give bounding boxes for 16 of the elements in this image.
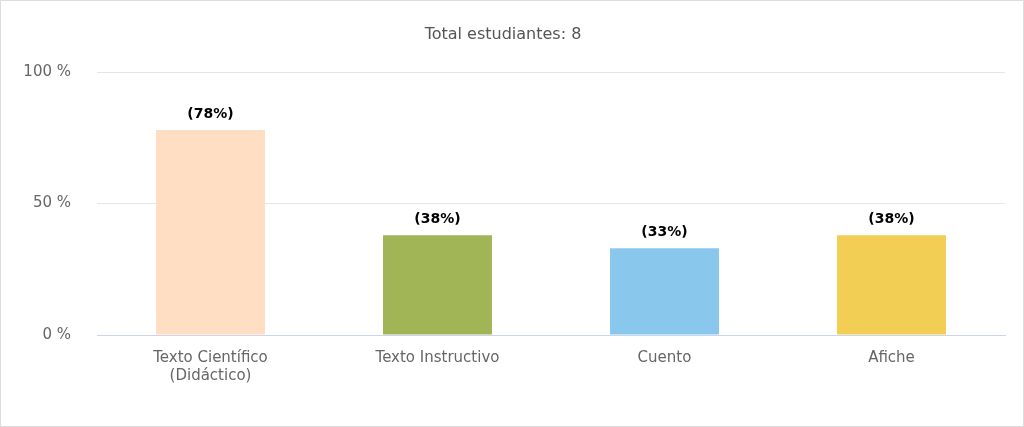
y-tick-label: 0 % bbox=[42, 324, 71, 343]
y-tick-label: 50 % bbox=[32, 193, 71, 212]
y-tick-label: 100 % bbox=[23, 62, 71, 81]
x-tick-label: Afiche bbox=[868, 347, 915, 366]
bar bbox=[610, 248, 719, 335]
data-label: (33%) bbox=[641, 222, 688, 239]
x-tick-label: Cuento bbox=[637, 347, 692, 366]
chart-title: Total estudiantes: 8 bbox=[423, 23, 582, 43]
data-label: (78%) bbox=[187, 104, 234, 121]
bar bbox=[837, 235, 946, 335]
bar bbox=[383, 235, 492, 335]
data-label: (38%) bbox=[868, 209, 915, 226]
data-label: (38%) bbox=[414, 209, 461, 226]
bar bbox=[156, 130, 265, 335]
x-tick-label: Texto Científico (Didáctico) bbox=[152, 347, 268, 384]
x-tick-label: Texto Instructivo bbox=[374, 347, 500, 366]
